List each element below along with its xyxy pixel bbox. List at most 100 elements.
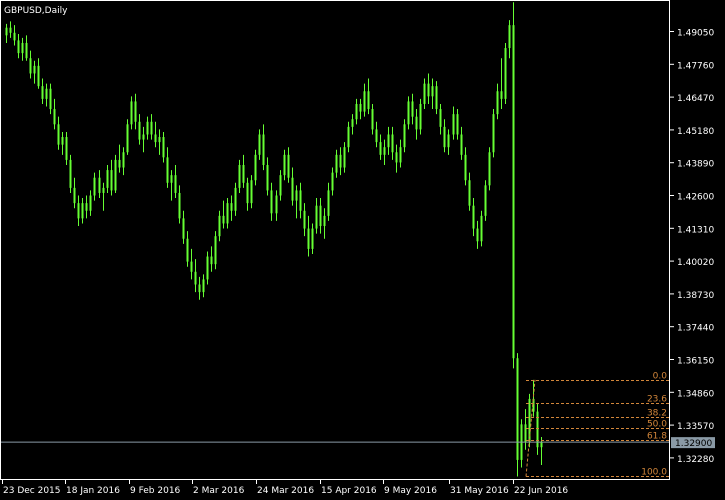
candle-body xyxy=(166,157,169,183)
candle-body xyxy=(347,126,350,148)
candle-body xyxy=(41,86,44,99)
candle-body xyxy=(532,398,535,412)
candle-body xyxy=(291,177,294,201)
fib-level-label: 23.6 xyxy=(647,395,667,405)
candle-body xyxy=(53,109,56,125)
candle-body xyxy=(492,114,495,153)
candle-body xyxy=(472,205,475,229)
candle-body xyxy=(363,91,366,112)
candle-body xyxy=(85,203,88,211)
price-tick-label: 1.32280 xyxy=(677,455,714,465)
candle-body xyxy=(415,116,418,130)
candle-body xyxy=(242,164,245,183)
candle-body xyxy=(57,124,60,145)
price-tick-label: 1.45180 xyxy=(677,127,714,137)
price-tick-label: 1.36150 xyxy=(677,357,714,367)
candle-body xyxy=(134,101,137,122)
candle-body xyxy=(122,152,125,168)
fib-level-label: 50.0 xyxy=(647,420,667,430)
candle-body xyxy=(335,154,338,173)
candle-body xyxy=(339,154,342,168)
fib-level-label: 0.0 xyxy=(653,372,668,382)
candle-body xyxy=(540,442,543,448)
candle-body xyxy=(214,236,217,265)
fib-level-label: 61.8 xyxy=(647,432,667,442)
candle-body xyxy=(21,42,24,54)
current-price-label: 1.32900 xyxy=(675,439,712,449)
candle-body xyxy=(367,91,370,110)
candle-body xyxy=(25,42,28,59)
candle-body xyxy=(102,187,105,193)
candle-body xyxy=(528,398,531,443)
candle-body xyxy=(174,175,177,193)
candle-body xyxy=(194,271,197,285)
price-tick-label: 1.38730 xyxy=(677,291,714,301)
candle-body xyxy=(262,134,265,165)
candle-body xyxy=(351,119,354,127)
candle-body xyxy=(81,203,84,219)
candle-body xyxy=(343,147,346,168)
candle-body xyxy=(460,134,463,155)
candle-body xyxy=(391,134,394,153)
candle-body xyxy=(311,228,314,249)
candle-body xyxy=(315,205,318,229)
candle-body xyxy=(246,182,249,204)
candle-body xyxy=(89,195,92,211)
candle-body xyxy=(186,238,189,262)
price-axis: 1.49050 1.47760 1.46470 1.45180 1.43890 1.426… xyxy=(670,29,714,465)
candle-body xyxy=(93,177,96,196)
candle-body xyxy=(287,154,290,178)
price-tick-label: 1.37440 xyxy=(677,324,714,334)
candle-body xyxy=(170,175,173,183)
chart-frame xyxy=(0,0,670,480)
price-tick-label: 1.49050 xyxy=(677,29,714,39)
candle-body xyxy=(150,121,153,135)
time-tick-label: 31 May 2016 xyxy=(450,486,509,496)
candle-body xyxy=(512,25,515,359)
candle-body xyxy=(106,170,109,188)
time-tick-label: 24 Mar 2016 xyxy=(257,486,314,496)
candle-body xyxy=(182,218,185,239)
time-tick-label: 9 May 2016 xyxy=(384,486,437,496)
price-tick-label: 1.46470 xyxy=(677,94,714,104)
candle-body xyxy=(419,103,422,130)
candle-body xyxy=(270,190,273,214)
candle-body xyxy=(395,152,398,163)
candle-body xyxy=(524,424,527,443)
candle-body xyxy=(142,134,145,140)
candle-body xyxy=(37,65,40,87)
candle-body xyxy=(464,154,467,181)
candle-body xyxy=(13,32,16,41)
candle-body xyxy=(295,190,298,201)
candle-body xyxy=(411,101,414,117)
candle-body xyxy=(254,154,257,181)
candle-body xyxy=(307,228,310,249)
candle-body xyxy=(379,142,382,155)
candle-body xyxy=(29,58,32,74)
candle-body xyxy=(98,177,101,193)
candle-body xyxy=(319,205,322,227)
candle-body xyxy=(468,180,471,206)
candle-body xyxy=(383,147,386,155)
candle-body xyxy=(178,192,181,219)
time-axis: 23 Dec 2015 18 Jan 2016 9 Feb 2016 2 Mar 20… xyxy=(2,480,568,496)
candles-layer xyxy=(5,2,543,477)
candle-body xyxy=(154,134,157,143)
candle-body xyxy=(476,228,479,242)
candle-body xyxy=(77,203,80,219)
overlay-layer: 0.0 23.6 38.250.0 61.8 100.0 xyxy=(1,372,669,478)
candle-body xyxy=(375,129,378,143)
candle-body xyxy=(9,27,12,33)
candle-body xyxy=(279,175,282,196)
candle-body xyxy=(323,215,326,227)
candle-body xyxy=(210,256,213,265)
candle-body xyxy=(158,137,161,143)
candle-body xyxy=(508,25,511,49)
candle-body xyxy=(118,159,121,168)
candle-body xyxy=(371,109,374,130)
time-tick-label: 15 Apr 2016 xyxy=(321,486,377,496)
candle-body xyxy=(222,215,225,224)
price-tick-label: 1.33570 xyxy=(677,422,714,432)
candle-body xyxy=(114,159,117,191)
